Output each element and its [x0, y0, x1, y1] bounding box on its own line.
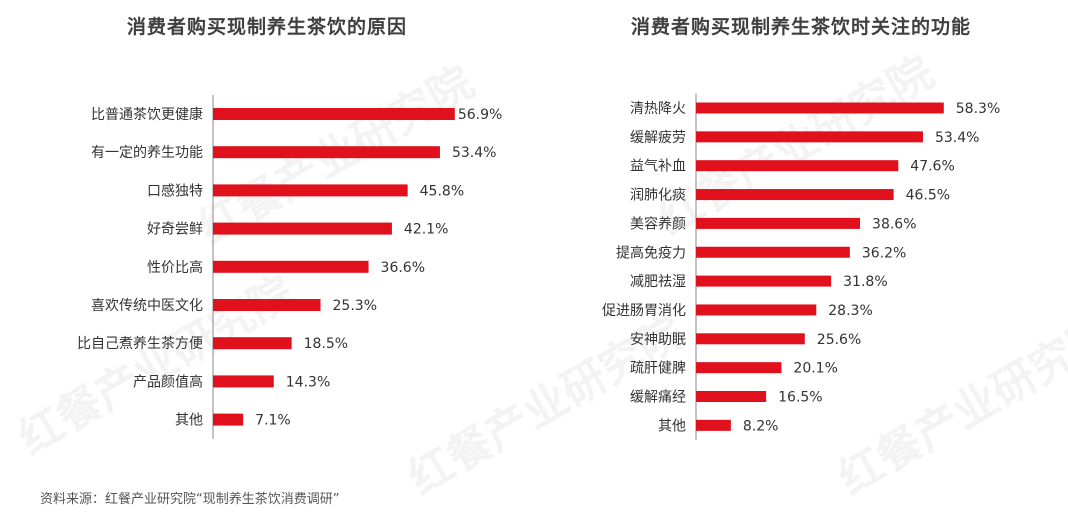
- value-label: 8.2%: [743, 418, 779, 434]
- value-label: 38.6%: [872, 216, 916, 232]
- chart-panel-reasons: 消费者购买现制养生茶饮的原因 比普通茶饮更健康 56.9% 有一定的养生功能 53.4…: [0, 0, 534, 480]
- value-label: 36.2%: [862, 245, 906, 261]
- category-label: 其他: [175, 413, 203, 429]
- bar: [213, 413, 244, 426]
- bar: [696, 217, 861, 229]
- category-label: 清热降火: [630, 101, 686, 117]
- bar: [213, 375, 274, 388]
- bar: [213, 184, 408, 197]
- value-label: 45.8%: [420, 183, 464, 199]
- category-label: 安神助眠: [630, 332, 686, 348]
- category-label: 比自己煮养生茶方便: [77, 336, 203, 352]
- bar: [213, 337, 292, 350]
- category-label: 产品颜值高: [133, 373, 203, 390]
- category-label: 口感独特: [147, 182, 203, 199]
- value-label: 31.8%: [843, 274, 887, 290]
- value-label: 25.3%: [333, 298, 377, 314]
- value-label: 7.1%: [255, 413, 291, 429]
- value-label: 53.4%: [935, 130, 979, 146]
- value-label: 16.5%: [778, 390, 822, 406]
- category-label: 喜欢传统中医文化: [91, 298, 203, 314]
- value-label: 36.6%: [381, 260, 425, 276]
- bar: [696, 102, 944, 114]
- value-label: 56.9%: [458, 107, 502, 123]
- bar: [213, 108, 455, 120]
- bar: [696, 160, 899, 172]
- value-label: 47.6%: [910, 159, 954, 175]
- bar: [696, 362, 782, 374]
- value-label: 20.1%: [793, 361, 837, 377]
- category-label: 有一定的养生功能: [91, 145, 203, 161]
- chart-panel-functions: 消费者购买现制养生茶饮时关注的功能 清热降火 58.3% 缓解疲劳 53.4% 益气补血…: [534, 0, 1068, 480]
- category-label: 好奇尝鲜: [147, 221, 203, 238]
- value-label: 53.4%: [452, 145, 496, 161]
- bar: [696, 391, 767, 402]
- chart-title-reasons: 消费者购买现制养生茶饮的原因: [126, 16, 407, 38]
- bar: [696, 275, 832, 287]
- category-label: 减肥祛湿: [630, 274, 686, 290]
- bar: [213, 146, 440, 159]
- category-label: 美容养颜: [630, 215, 686, 232]
- value-label: 58.3%: [956, 101, 1000, 117]
- category-label: 其他: [658, 418, 686, 434]
- category-label: 缓解痛经: [630, 389, 686, 406]
- value-label: 28.3%: [828, 303, 872, 319]
- bar: [213, 222, 392, 235]
- value-label: 25.6%: [817, 332, 861, 348]
- value-label: 14.3%: [286, 374, 330, 390]
- category-label: 比普通茶饮更健康: [91, 106, 203, 123]
- source-note: 资料来源：红餐产业研究院“现制养生茶饮消费调研”: [40, 492, 340, 507]
- category-label: 疏肝健脾: [630, 361, 686, 377]
- bar: [696, 189, 894, 201]
- chart-title-functions: 消费者购买现制养生茶饮时关注的功能: [630, 16, 971, 38]
- category-label: 润肺化痰: [630, 188, 686, 204]
- value-label: 42.1%: [404, 222, 448, 238]
- bar: [696, 333, 805, 345]
- category-label: 提高免疫力: [616, 244, 686, 261]
- chart-functions: 清热降火 58.3% 缓解疲劳 53.4% 益气补血 47.6% 润肺化痰 46.5% 美容养颜…: [602, 93, 1000, 440]
- category-label: 促进肠胃消化: [602, 303, 686, 319]
- chart-reasons: 比普通茶饮更健康 56.9% 有一定的养生功能 53.4% 口感独特 45.8% 好奇尝鲜 4…: [77, 94, 502, 439]
- category-label: 益气补血: [630, 159, 686, 175]
- value-label: 18.5%: [304, 336, 348, 352]
- bar: [696, 304, 817, 316]
- category-label: 缓解疲劳: [630, 129, 686, 146]
- value-label: 46.5%: [906, 188, 950, 204]
- bar: [696, 419, 731, 431]
- bar: [696, 246, 850, 258]
- category-label: 性价比高: [147, 259, 203, 276]
- bar: [213, 260, 369, 273]
- bar: [696, 131, 923, 143]
- bar: [213, 299, 321, 311]
